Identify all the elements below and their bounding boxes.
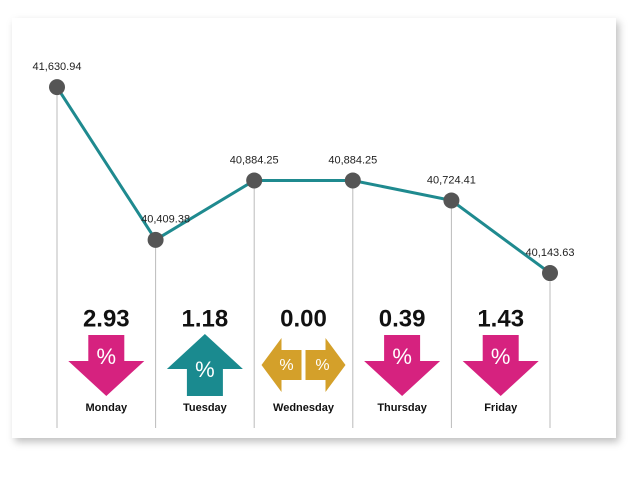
day-label: Friday — [484, 402, 518, 414]
data-label: 40,409.38 — [141, 214, 190, 226]
arrow-symbol: % — [315, 357, 329, 374]
arrow-right — [305, 338, 346, 392]
arrow-symbol: % — [97, 344, 117, 369]
data-label: 40,884.25 — [328, 154, 377, 166]
change-value: 1.18 — [182, 305, 229, 332]
point — [147, 231, 164, 248]
day-label: Tuesday — [183, 402, 228, 414]
change-value: 0.39 — [379, 305, 426, 332]
arrow-down — [462, 335, 539, 396]
data-label: 41,630.94 — [33, 61, 82, 73]
data-label: 40,724.41 — [427, 174, 476, 186]
point — [344, 172, 361, 189]
point — [443, 192, 460, 209]
point — [542, 265, 558, 282]
change-value: 0.00 — [280, 305, 327, 332]
arrow-down — [68, 335, 145, 396]
point — [246, 172, 263, 189]
data-label: 40,143.63 — [526, 247, 575, 259]
arrow-down — [364, 335, 441, 396]
day-label: Wednesday — [273, 402, 335, 414]
arrow-symbol: % — [392, 344, 412, 369]
arrow-symbol: % — [279, 357, 293, 374]
change-value: 2.93 — [83, 305, 130, 332]
data-label: 40,884.25 — [230, 154, 279, 166]
arrow-up — [166, 334, 243, 396]
point — [49, 79, 65, 96]
arrow-left — [261, 338, 302, 392]
line — [55, 86, 551, 275]
arrow-symbol: % — [195, 357, 215, 382]
day-label: Thursday — [377, 402, 427, 414]
arrow-symbol: % — [491, 344, 511, 369]
change-value: 1.43 — [477, 305, 524, 332]
day-label: Monday — [86, 402, 128, 414]
